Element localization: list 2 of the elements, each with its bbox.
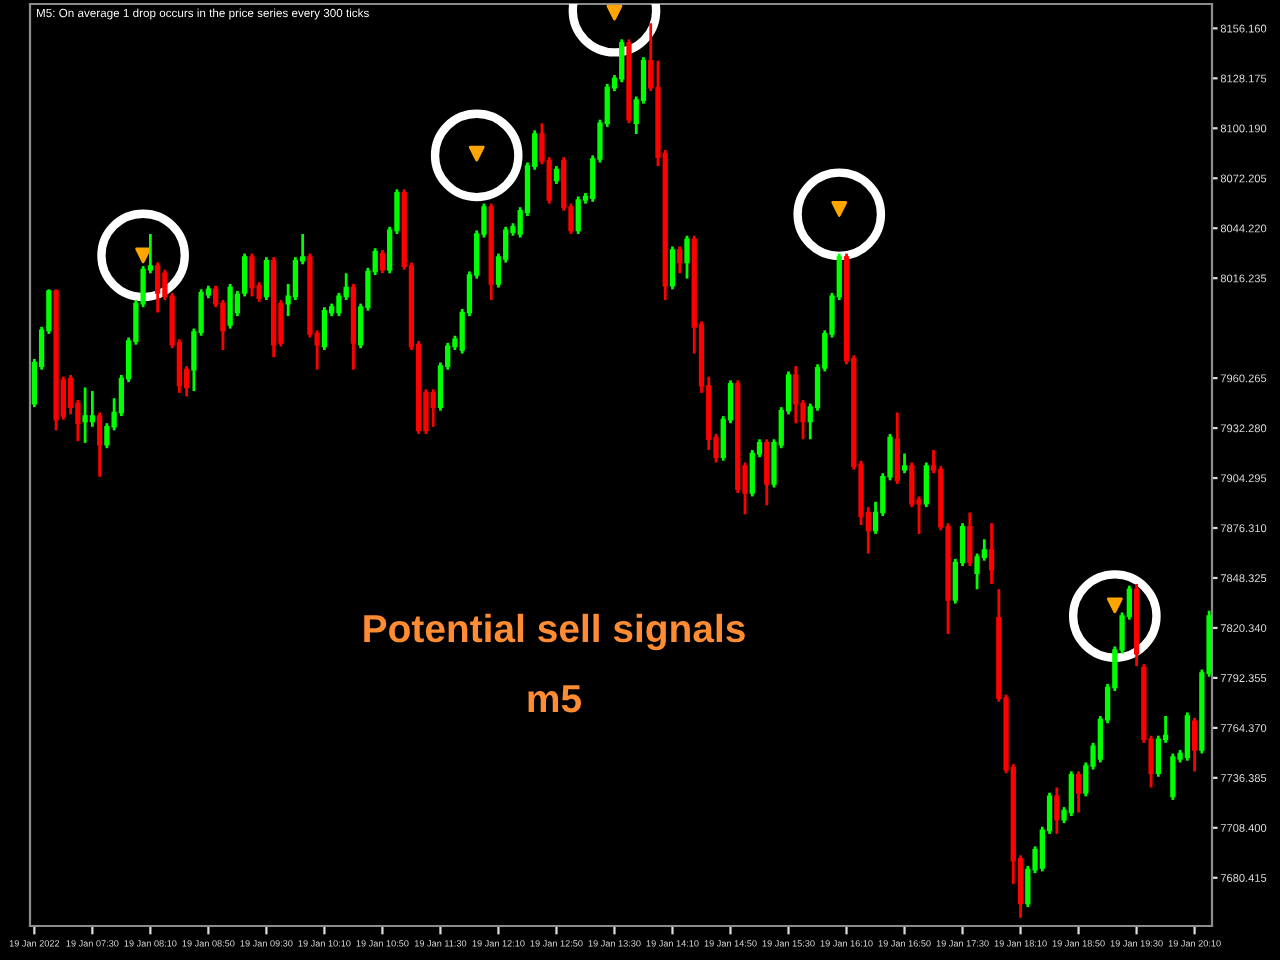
- annotation: m5: [528, 685, 582, 713]
- annotation: Potential sell signals: [364, 613, 745, 651]
